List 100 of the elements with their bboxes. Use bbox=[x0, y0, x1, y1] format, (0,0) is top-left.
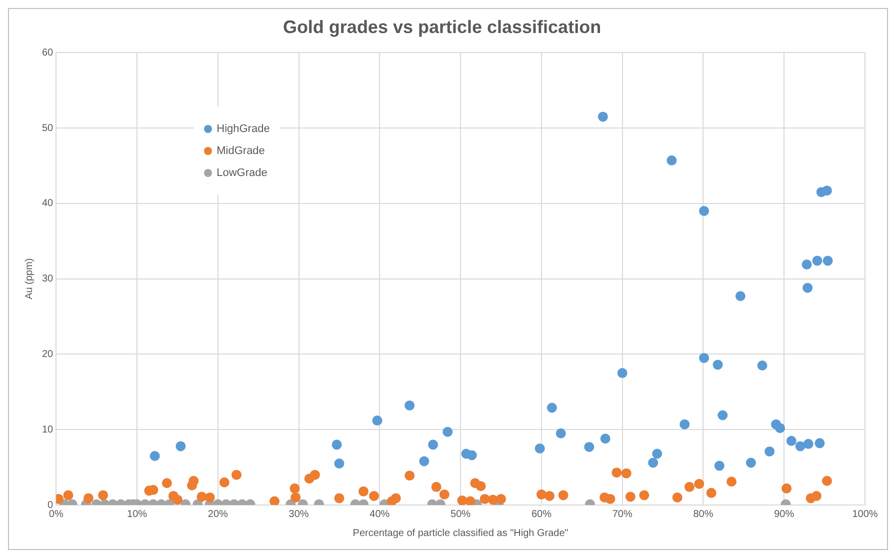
point bbox=[621, 468, 632, 478]
point bbox=[98, 490, 108, 500]
x-tick-label: 70% bbox=[612, 508, 632, 520]
point bbox=[684, 482, 694, 492]
point bbox=[605, 494, 616, 504]
point bbox=[290, 483, 300, 494]
point bbox=[334, 493, 344, 504]
point bbox=[699, 352, 710, 363]
x-tick-label: 0% bbox=[48, 508, 64, 520]
point bbox=[204, 492, 215, 502]
point bbox=[172, 494, 182, 505]
point bbox=[150, 450, 160, 461]
y-tick-label: 60 bbox=[42, 47, 54, 58]
point bbox=[188, 476, 199, 486]
point bbox=[270, 496, 280, 505]
point bbox=[814, 438, 825, 448]
point bbox=[652, 448, 662, 459]
point bbox=[404, 470, 415, 481]
x-tick-label: 50% bbox=[450, 508, 471, 520]
point bbox=[465, 496, 476, 505]
point bbox=[488, 494, 498, 505]
point bbox=[196, 492, 207, 502]
y-tick-label: 50 bbox=[42, 122, 54, 134]
point bbox=[476, 481, 486, 492]
point bbox=[534, 443, 545, 454]
x-tick-label: 40% bbox=[370, 508, 390, 520]
x-axis-title: Percentage of particle classified as "High Grade" bbox=[352, 528, 569, 539]
point bbox=[680, 419, 690, 430]
y-tick-label: 30 bbox=[42, 274, 54, 285]
point bbox=[812, 256, 822, 266]
legend-label: LowGrade bbox=[216, 166, 268, 179]
x-tick-label: 20% bbox=[208, 508, 228, 520]
x-tick-label: 100% bbox=[852, 508, 878, 520]
point bbox=[176, 441, 186, 452]
point bbox=[332, 440, 342, 450]
point bbox=[802, 259, 812, 270]
point bbox=[699, 206, 710, 216]
point bbox=[369, 490, 380, 501]
point bbox=[714, 460, 724, 471]
point bbox=[466, 450, 477, 460]
point bbox=[726, 476, 737, 487]
point bbox=[584, 442, 594, 452]
point bbox=[672, 492, 682, 502]
point bbox=[63, 490, 74, 500]
point bbox=[718, 410, 728, 420]
y-tick-label: 40 bbox=[42, 198, 54, 210]
x-tick-label: 60% bbox=[531, 508, 552, 520]
point bbox=[546, 402, 557, 413]
point bbox=[310, 470, 320, 480]
point bbox=[442, 426, 453, 437]
point bbox=[694, 478, 704, 489]
point bbox=[822, 186, 832, 196]
x-tick-label: 90% bbox=[774, 508, 794, 520]
x-tick-label: 80% bbox=[693, 508, 714, 520]
y-tick-label: 10 bbox=[42, 424, 54, 436]
point bbox=[802, 282, 813, 293]
point bbox=[496, 494, 506, 504]
legend-label: HighGrade bbox=[216, 122, 270, 135]
chart-title: Gold grades vs particle classification bbox=[282, 16, 602, 37]
point bbox=[811, 490, 822, 501]
point bbox=[775, 423, 786, 434]
point bbox=[600, 434, 610, 444]
point bbox=[232, 470, 242, 480]
point bbox=[556, 428, 566, 438]
point bbox=[782, 483, 792, 494]
point bbox=[786, 436, 796, 446]
point bbox=[795, 441, 806, 452]
point bbox=[712, 360, 723, 370]
point bbox=[419, 456, 430, 466]
x-tick-label: 30% bbox=[288, 508, 309, 520]
point bbox=[428, 440, 438, 450]
point bbox=[290, 492, 301, 502]
point bbox=[83, 493, 94, 504]
point bbox=[625, 492, 636, 502]
point bbox=[598, 112, 608, 122]
point bbox=[757, 360, 768, 371]
point bbox=[764, 446, 775, 456]
point bbox=[648, 458, 658, 468]
point bbox=[431, 482, 442, 492]
point bbox=[457, 495, 468, 505]
point bbox=[639, 490, 650, 500]
x-tick-label: 10% bbox=[127, 508, 148, 520]
point bbox=[544, 490, 555, 501]
point bbox=[162, 478, 172, 488]
y-axis-title: Au (ppm) bbox=[24, 258, 35, 300]
point bbox=[439, 489, 450, 500]
point bbox=[617, 368, 628, 378]
point bbox=[803, 438, 814, 449]
point bbox=[404, 400, 415, 410]
legend-label: MidGrade bbox=[216, 144, 265, 157]
point bbox=[358, 486, 368, 496]
point bbox=[822, 476, 832, 486]
point bbox=[746, 458, 756, 468]
point bbox=[390, 493, 401, 504]
point bbox=[706, 488, 716, 498]
point bbox=[536, 489, 546, 500]
point bbox=[480, 494, 490, 504]
y-tick-label: 0 bbox=[48, 500, 54, 511]
y-tick-label: 20 bbox=[42, 348, 54, 360]
point bbox=[666, 155, 677, 166]
